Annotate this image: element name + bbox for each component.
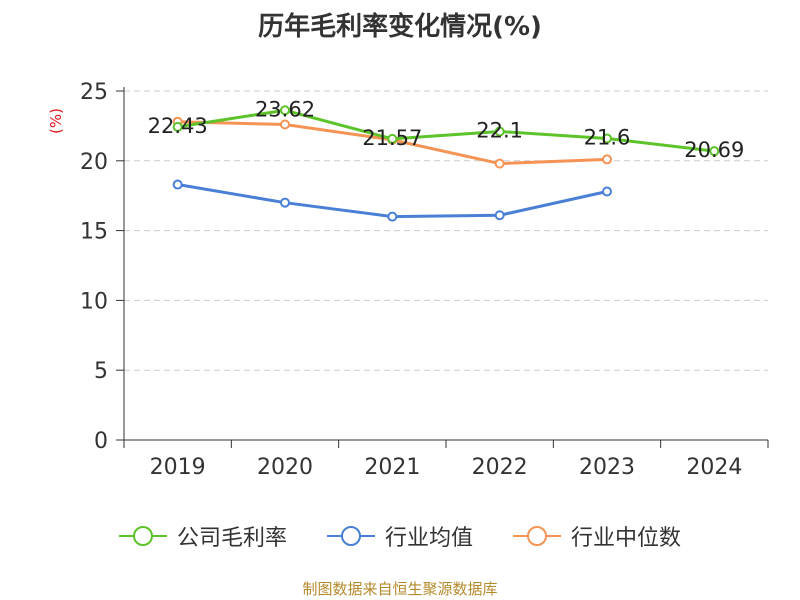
legend-marker-industry-median: [513, 526, 561, 546]
data-label-2022: 22.1: [476, 118, 523, 142]
y-tick-label-10: 10: [80, 289, 108, 314]
series-0-point-2022: [494, 126, 505, 137]
series-2-point-2022: [494, 158, 505, 169]
series-1-point-2022: [494, 210, 505, 221]
legend-marker-industry-mean: [326, 526, 375, 546]
x-tick-label-2022: 2022: [472, 455, 528, 480]
series-2-point-2020: [280, 119, 290, 130]
x-tick-label-2019: 2019: [150, 455, 206, 480]
legend-label-company: 公司毛利率: [176, 526, 287, 551]
series-0-point-2020: [280, 105, 290, 116]
data-label-2019: 22.43: [148, 114, 208, 138]
x-tick-label-2020: 2020: [257, 455, 313, 480]
series-1-point-2023: [602, 186, 612, 197]
y-tick-label-5: 5: [94, 359, 108, 384]
series-0-point-2023: [602, 133, 612, 144]
x-tick-label-2024: 2024: [686, 455, 742, 480]
legend-label-industry-mean: 行业均值: [384, 526, 473, 551]
legend-label-industry-median: 行业中位数: [571, 526, 682, 551]
data-label-2024: 20.69: [684, 138, 744, 162]
y-tick-label-25: 25: [80, 80, 108, 105]
series-line-0: [177, 108, 715, 153]
data-label-2021: 21.57: [362, 126, 422, 150]
data-label-2023: 21.6: [584, 125, 631, 149]
legend-item-industry-mean[interactable]: 行业均值: [326, 520, 473, 552]
series-1-point-2021: [387, 211, 398, 222]
series-1-point-2019: [172, 179, 183, 190]
chart-title: 历年毛利率变化情况(%): [258, 12, 542, 42]
data-label-2020: 23.62: [255, 97, 315, 121]
legend-marker-company: [118, 526, 167, 546]
legend-item-company[interactable]: 公司毛利率: [118, 520, 287, 552]
series-2-point-2023: [602, 154, 612, 165]
y-tick-label-0: 0: [94, 429, 108, 454]
y-tick-label-20: 20: [80, 150, 108, 175]
series-0-point-2024: [709, 146, 720, 157]
series-1-point-2020: [280, 197, 290, 208]
x-tick-label-2023: 2023: [579, 455, 635, 480]
series-0-point-2021: [387, 133, 398, 144]
data-source-note: 制图数据来自恒生聚源数据库: [302, 580, 498, 598]
legend-item-industry-median[interactable]: 行业中位数: [513, 520, 681, 552]
legend: 公司毛利率 行业均值 行业中位数: [0, 520, 800, 552]
y-tick-label-15: 15: [80, 220, 108, 245]
x-tick-label-2021: 2021: [364, 455, 420, 480]
series-0-point-2019: [172, 121, 183, 132]
